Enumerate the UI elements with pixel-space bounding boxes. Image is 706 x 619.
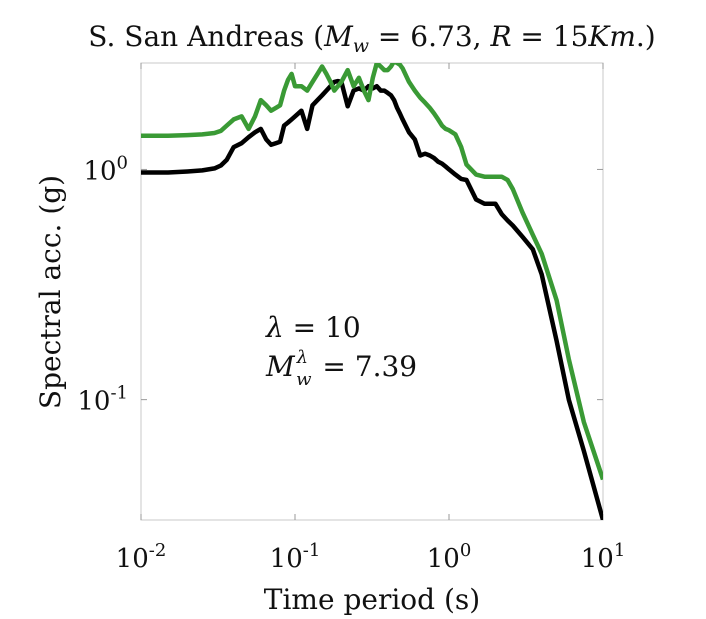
lambda-annotation: λ = 10 xyxy=(265,311,361,344)
series-line-recorded xyxy=(141,78,603,520)
data-series xyxy=(141,63,603,520)
plot-area-frame xyxy=(140,62,604,521)
x-tick-label: 101 xyxy=(581,540,626,574)
chart-title: S. San Andreas (Mw = 6.73, R = 15Km.) xyxy=(88,20,655,57)
x-axis-label: Time period (s) xyxy=(264,583,480,616)
y-axis-label: Spectral acc. (g) xyxy=(34,175,67,409)
axis-ticks: 10-2 10-1 100 101 10-1 100 xyxy=(77,63,625,574)
y-tick-label: 10-1 xyxy=(77,383,128,417)
y-tick-label: 100 xyxy=(83,152,128,186)
series-line-spectrally-matched xyxy=(141,63,603,481)
x-tick-label: 10-2 xyxy=(116,540,167,574)
x-tick-label: 100 xyxy=(427,540,472,574)
x-tick-label: 10-1 xyxy=(270,540,321,574)
